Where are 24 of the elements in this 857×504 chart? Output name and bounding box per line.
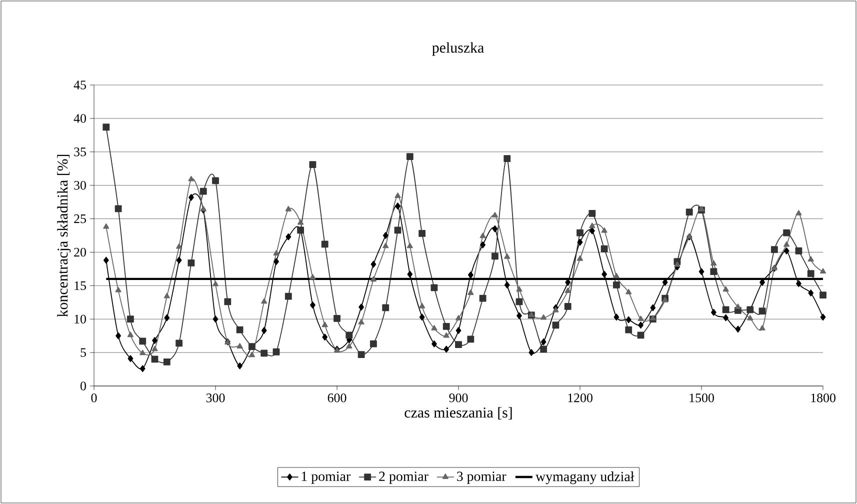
y-tick-label: 0 [80,382,86,390]
y-tick-label: 40 [74,114,86,123]
y-tick-label: 35 [74,148,86,156]
x-tick-label: 1500 [690,394,714,402]
legend-label: wymagany udział [536,471,634,484]
x-tick-label: 1200 [568,394,592,402]
y-tick-label: 15 [74,281,86,290]
y-tick-label: 10 [74,314,86,324]
x-tick-label: 300 [206,394,225,402]
y-tick-label: 5 [80,348,86,357]
x-tick-label: 600 [328,394,346,402]
y-tick-label: 20 [74,248,86,257]
y-axis-title: koncentracja składnika [%] [57,154,71,317]
legend-label: 1 pomiar [302,472,351,484]
y-tick-label: 25 [74,214,86,224]
y-tick-label: 30 [74,180,86,190]
chart-title: peluszka [432,42,484,56]
legend-label: 2 pomiar [379,472,428,484]
y-tick-label: 45 [74,80,86,90]
x-tick-label: 900 [449,394,468,402]
x-tick-label: 1800 [811,394,836,402]
x-tick-label: 0 [91,394,97,402]
x-axis-title: czas mieszania [s] [404,407,512,420]
legend-label: 3 pomiar [457,472,506,484]
